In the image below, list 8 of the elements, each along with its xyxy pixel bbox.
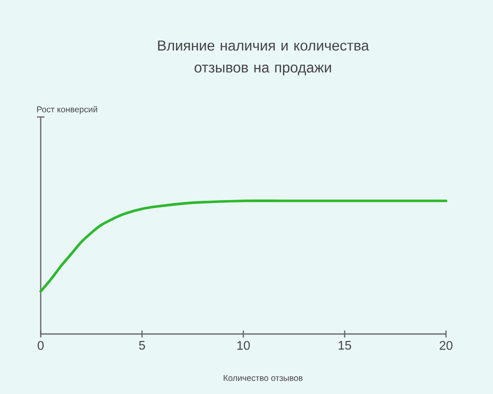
x-tick-label: 0 [38,341,44,350]
x-tick-label: 15 [338,341,352,350]
x-tick-label: 20 [440,341,452,350]
text: Рост конверсий [37,106,98,114]
chart-title: Влияние наличия и количества отзывов на продажи [158,40,370,76]
x-axis-title: Количество отзывов [224,375,303,381]
x-tick-label: 10 [237,341,250,350]
x-tick-label: 5 [139,341,145,350]
